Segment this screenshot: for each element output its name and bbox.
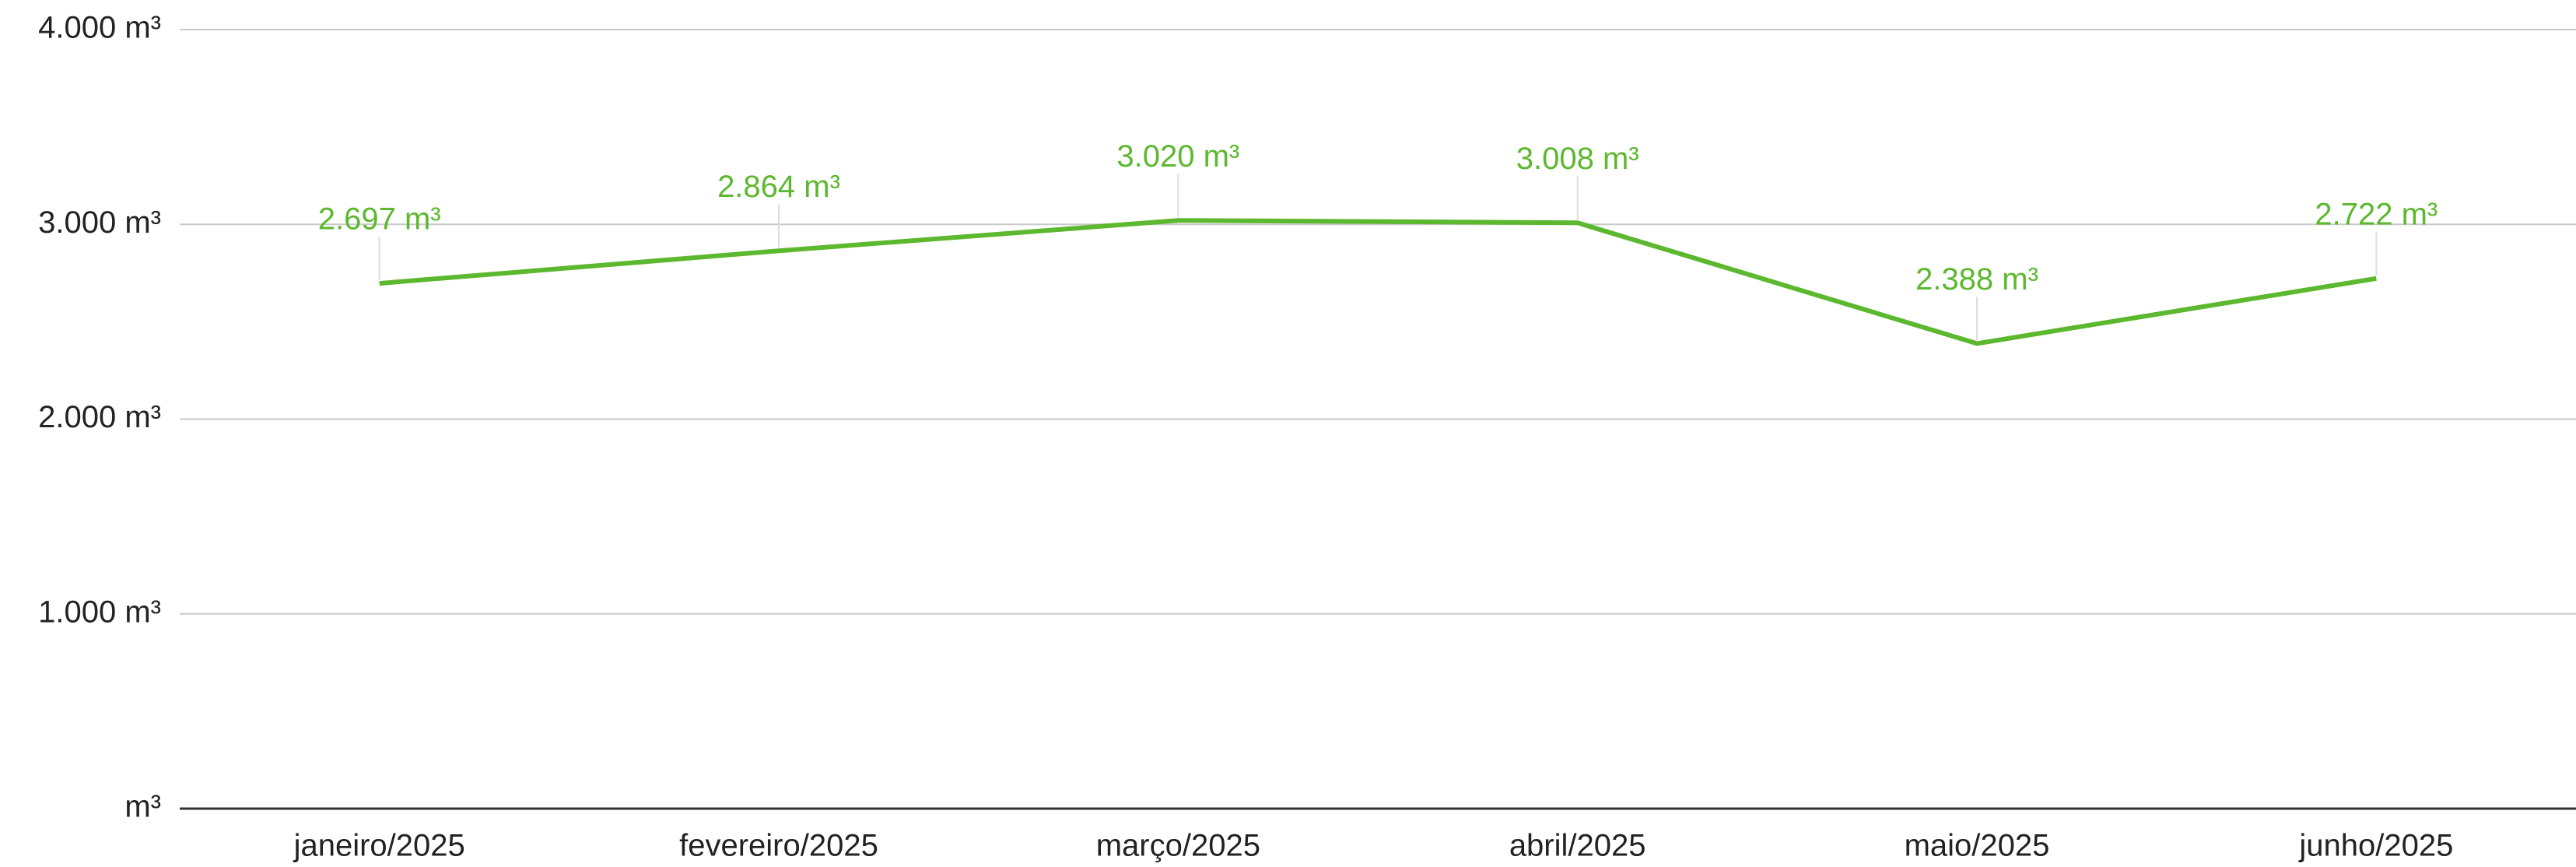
data-label: 2.388 m³ (1915, 262, 2038, 297)
y-tick-label: m³ (124, 790, 161, 824)
x-tick-label: junho/2025 (2298, 829, 2453, 863)
data-label: 3.008 m³ (1516, 142, 1639, 176)
y-tick-label: 3.000 m³ (38, 205, 161, 240)
data-label: 2.722 m³ (2315, 197, 2438, 231)
x-tick-label: abril/2025 (1509, 829, 1646, 863)
x-tick-label: maio/2025 (1905, 829, 2050, 863)
y-tick-label: 4.000 m³ (38, 11, 161, 45)
data-label: 3.020 m³ (1116, 139, 1239, 174)
x-tick-label: fevereiro/2025 (679, 829, 878, 863)
series-line (379, 218, 2377, 346)
data-label: 2.697 m³ (318, 202, 441, 237)
y-tick-label: 1.000 m³ (38, 595, 161, 629)
y-tick-label: 2.000 m³ (38, 400, 161, 434)
data-label: 2.864 m³ (717, 170, 840, 204)
x-tick-label: março/2025 (1096, 829, 1260, 863)
x-tick-label: janeiro/2025 (293, 829, 465, 863)
